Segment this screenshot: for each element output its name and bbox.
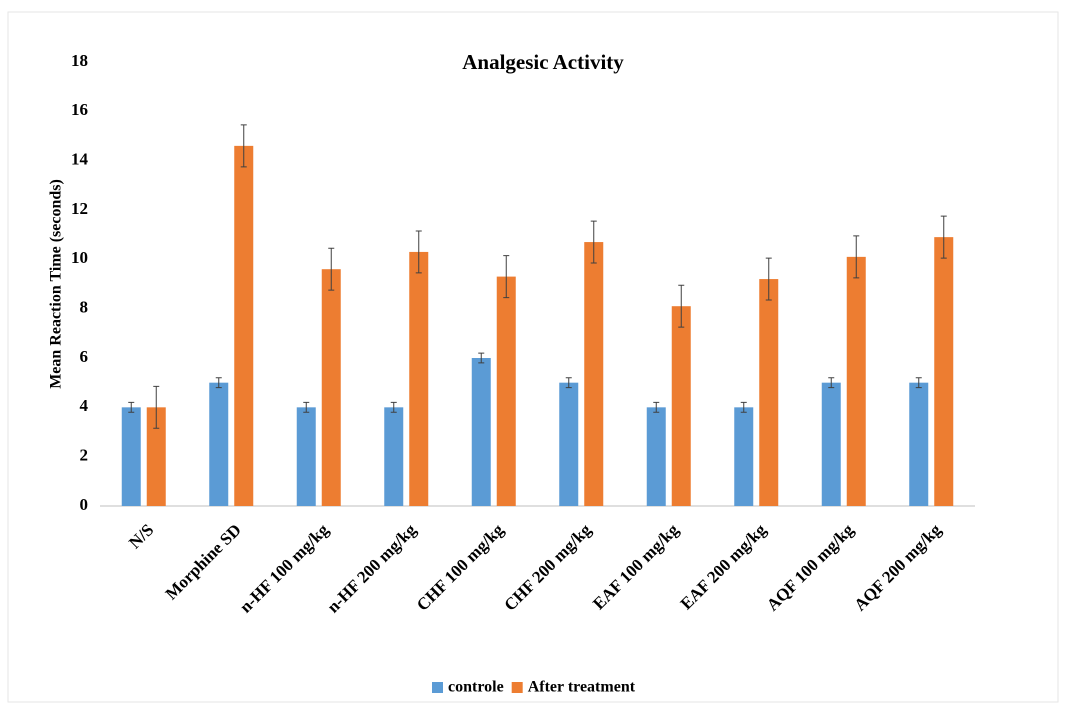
y-tick-label: 16 [71, 100, 88, 119]
y-tick-label: 4 [80, 396, 89, 415]
bar [934, 237, 954, 506]
bar [734, 407, 754, 506]
y-tick-label: 2 [80, 446, 89, 465]
error-bar [853, 235, 860, 279]
bar [821, 382, 841, 506]
error-bar [765, 257, 772, 301]
bar [909, 382, 929, 506]
error-bar [653, 401, 660, 413]
y-tick-label: 12 [71, 199, 88, 218]
bar [209, 382, 229, 506]
error-bar [240, 124, 247, 168]
x-tick-label: EAF 100 mg/kg [589, 520, 682, 613]
x-tick-label: CHF 200 mg/kg [500, 520, 595, 615]
legend-label: controle [448, 679, 504, 696]
y-tick-label: 10 [71, 248, 88, 267]
error-bar [678, 284, 685, 328]
x-tick-label: n-HF 200 mg/kg [323, 520, 420, 617]
error-bar [740, 401, 747, 413]
bar [646, 407, 666, 506]
chart-border [7, 11, 1059, 703]
y-tick-label: 0 [80, 495, 89, 514]
error-bar [303, 401, 310, 413]
bar [846, 256, 866, 506]
error-bar [128, 401, 135, 413]
error-bar [503, 255, 510, 299]
legend-swatch [511, 682, 523, 693]
legend-label: After treatment [528, 679, 636, 696]
bar [146, 407, 166, 506]
bar [759, 279, 779, 506]
y-tick-label: 8 [80, 298, 89, 317]
bar [296, 407, 316, 506]
x-tick-label: CHF 100 mg/kg [413, 520, 508, 615]
bar [409, 251, 429, 506]
error-bar [915, 377, 922, 389]
error-bar [478, 352, 485, 364]
bar [584, 242, 604, 507]
bar [471, 358, 491, 506]
bar [496, 276, 516, 506]
error-bar [415, 230, 422, 274]
x-tick-label: n-HF 100 mg/kg [236, 520, 333, 617]
bar [234, 145, 254, 506]
error-bar [565, 377, 572, 389]
y-tick-label: 18 [71, 51, 88, 70]
y-tick-label: 14 [71, 150, 89, 169]
chart-title: Analgesic Activity [462, 50, 624, 74]
x-tick-label: EAF 200 mg/kg [677, 520, 770, 613]
legend-swatch [432, 682, 443, 693]
bar [384, 407, 404, 506]
error-bar [215, 377, 222, 389]
bar [671, 306, 691, 506]
error-bar [328, 247, 335, 291]
x-tick-label: Morphine SD [162, 520, 245, 603]
bar [121, 407, 141, 506]
bar [559, 382, 579, 506]
error-bar [390, 401, 397, 413]
error-bar [590, 220, 597, 264]
x-tick-label: AQF 100 mg/kg [763, 520, 858, 615]
x-tick-label: AQF 200 mg/kg [850, 520, 945, 615]
error-bar [828, 377, 835, 389]
y-axis-label: Mean Reaction Time (seconds) [48, 179, 65, 389]
x-tick-label: N/S [125, 520, 157, 552]
bar [321, 269, 341, 506]
error-bar [153, 385, 160, 429]
error-bar [940, 215, 947, 259]
y-tick-label: 6 [80, 347, 89, 366]
